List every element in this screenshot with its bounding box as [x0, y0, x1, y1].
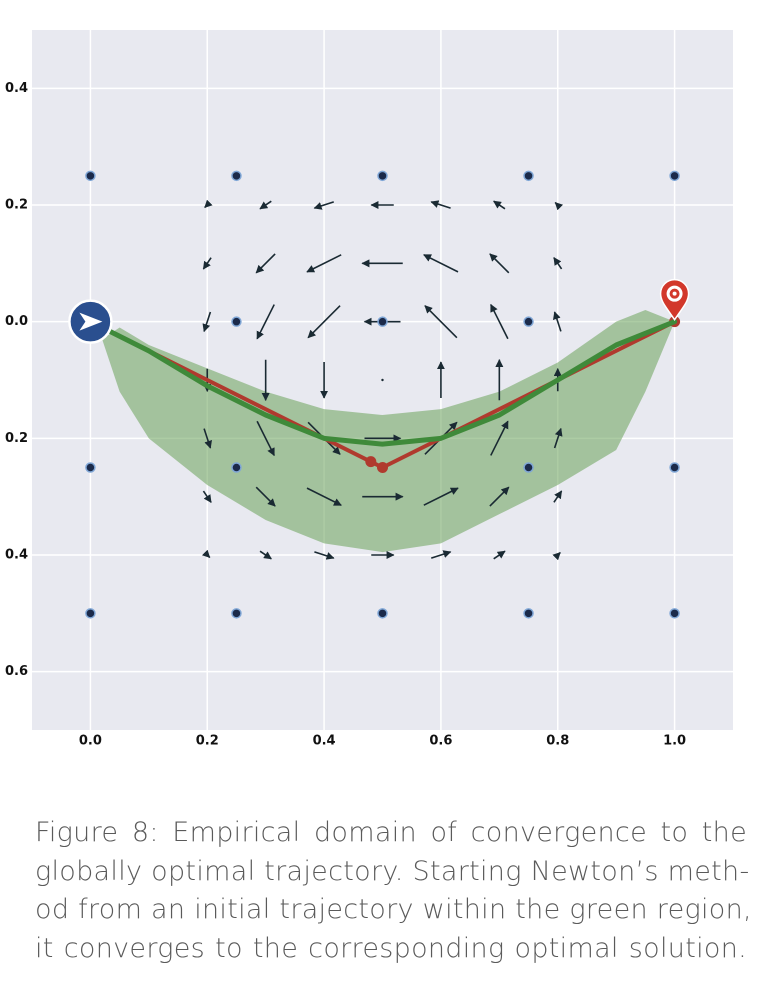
- arrow: [489, 486, 510, 507]
- y-tick-label: 0.2: [5, 198, 28, 213]
- goal-icon: [672, 291, 677, 296]
- initial-point: [231, 462, 242, 473]
- arrow: [553, 257, 563, 270]
- arrow: [552, 551, 561, 561]
- arrow: [553, 427, 563, 449]
- initial-point: [669, 462, 680, 473]
- arrow: [493, 200, 506, 210]
- x-tick-label: 0.8: [546, 734, 569, 749]
- arrow: [306, 487, 342, 506]
- initial-point: [231, 316, 242, 327]
- y-tick-label: - 0.2: [0, 431, 28, 446]
- trajectory: [87, 319, 678, 447]
- arrow: [554, 201, 564, 211]
- y-tick-label: - 0.4: [0, 548, 28, 563]
- initial-point: [377, 170, 388, 182]
- arrow: [203, 428, 212, 449]
- initial-point: [85, 462, 96, 473]
- arrow: [202, 257, 212, 270]
- trajectory-point: [377, 462, 388, 473]
- arrow: [204, 199, 213, 209]
- initial-point: [523, 170, 534, 182]
- x-tick-label: 0.2: [196, 734, 219, 749]
- convergence-region: [102, 310, 675, 553]
- x-tick-label: 0.4: [313, 734, 336, 749]
- initial-point: [377, 608, 388, 619]
- arrow: [259, 200, 272, 210]
- initial-point: [669, 170, 680, 182]
- arrow: [314, 551, 335, 560]
- arrow: [313, 201, 335, 210]
- arrow: [553, 490, 563, 503]
- caption-line: od from an initial trajectory within the…: [35, 894, 752, 925]
- trajectory-point: [365, 456, 377, 468]
- arrow: [307, 305, 341, 339]
- arrow: [424, 305, 458, 339]
- x-tick-label: 1.0: [663, 734, 686, 749]
- arrow: [202, 311, 212, 333]
- x-tick-label: 0.0: [79, 734, 102, 749]
- initial-point: [669, 608, 680, 619]
- arrow: [489, 253, 510, 274]
- caption-line: it converges to the corresponding optima…: [35, 932, 747, 964]
- caption-line: Figure 8: Empirical domain of convergenc…: [35, 817, 747, 848]
- y-tick-label: - 0.6: [0, 664, 28, 679]
- goal-icon: [666, 285, 683, 302]
- arrow: [490, 303, 509, 340]
- x-tick-label: 0.6: [429, 734, 452, 749]
- arrow: [490, 420, 509, 456]
- arrow: [202, 490, 212, 503]
- arrow: [430, 550, 452, 559]
- initial-point: [523, 316, 534, 327]
- initial-point: [523, 608, 534, 619]
- initial-point: [85, 608, 96, 619]
- arrow: [255, 253, 276, 274]
- arrow: [255, 486, 276, 507]
- arrow: [381, 378, 384, 382]
- arrow: [201, 549, 211, 559]
- caption: Figure 8: Empirical domain of convergenc…: [35, 814, 752, 968]
- initial-point: [231, 608, 242, 619]
- initial-point: [231, 170, 242, 182]
- arrow: [430, 200, 451, 209]
- caption-line: globally optimal trajectory. Starting Ne…: [35, 855, 750, 887]
- arrow: [259, 550, 272, 560]
- initial-point: [523, 462, 534, 473]
- trajectory: [88, 319, 677, 470]
- y-tick-label: 0.4: [5, 81, 28, 96]
- arrow: [493, 550, 506, 560]
- arrow: [423, 254, 459, 273]
- arrow: [306, 254, 342, 273]
- arrow: [256, 304, 275, 340]
- initial-point: [377, 316, 388, 327]
- arrow: [553, 311, 562, 332]
- initial-point: [85, 170, 96, 182]
- y-tick-label: 0.0: [5, 314, 28, 329]
- arrow: [423, 487, 459, 506]
- chart: 0.0 0.2 0.4 0.6 0.8 1.0 0.4 0.2 0.0 - 0.2 - 0.4 - 0…: [0, 30, 733, 749]
- arrow: [256, 420, 275, 457]
- start-icon: [79, 312, 103, 331]
